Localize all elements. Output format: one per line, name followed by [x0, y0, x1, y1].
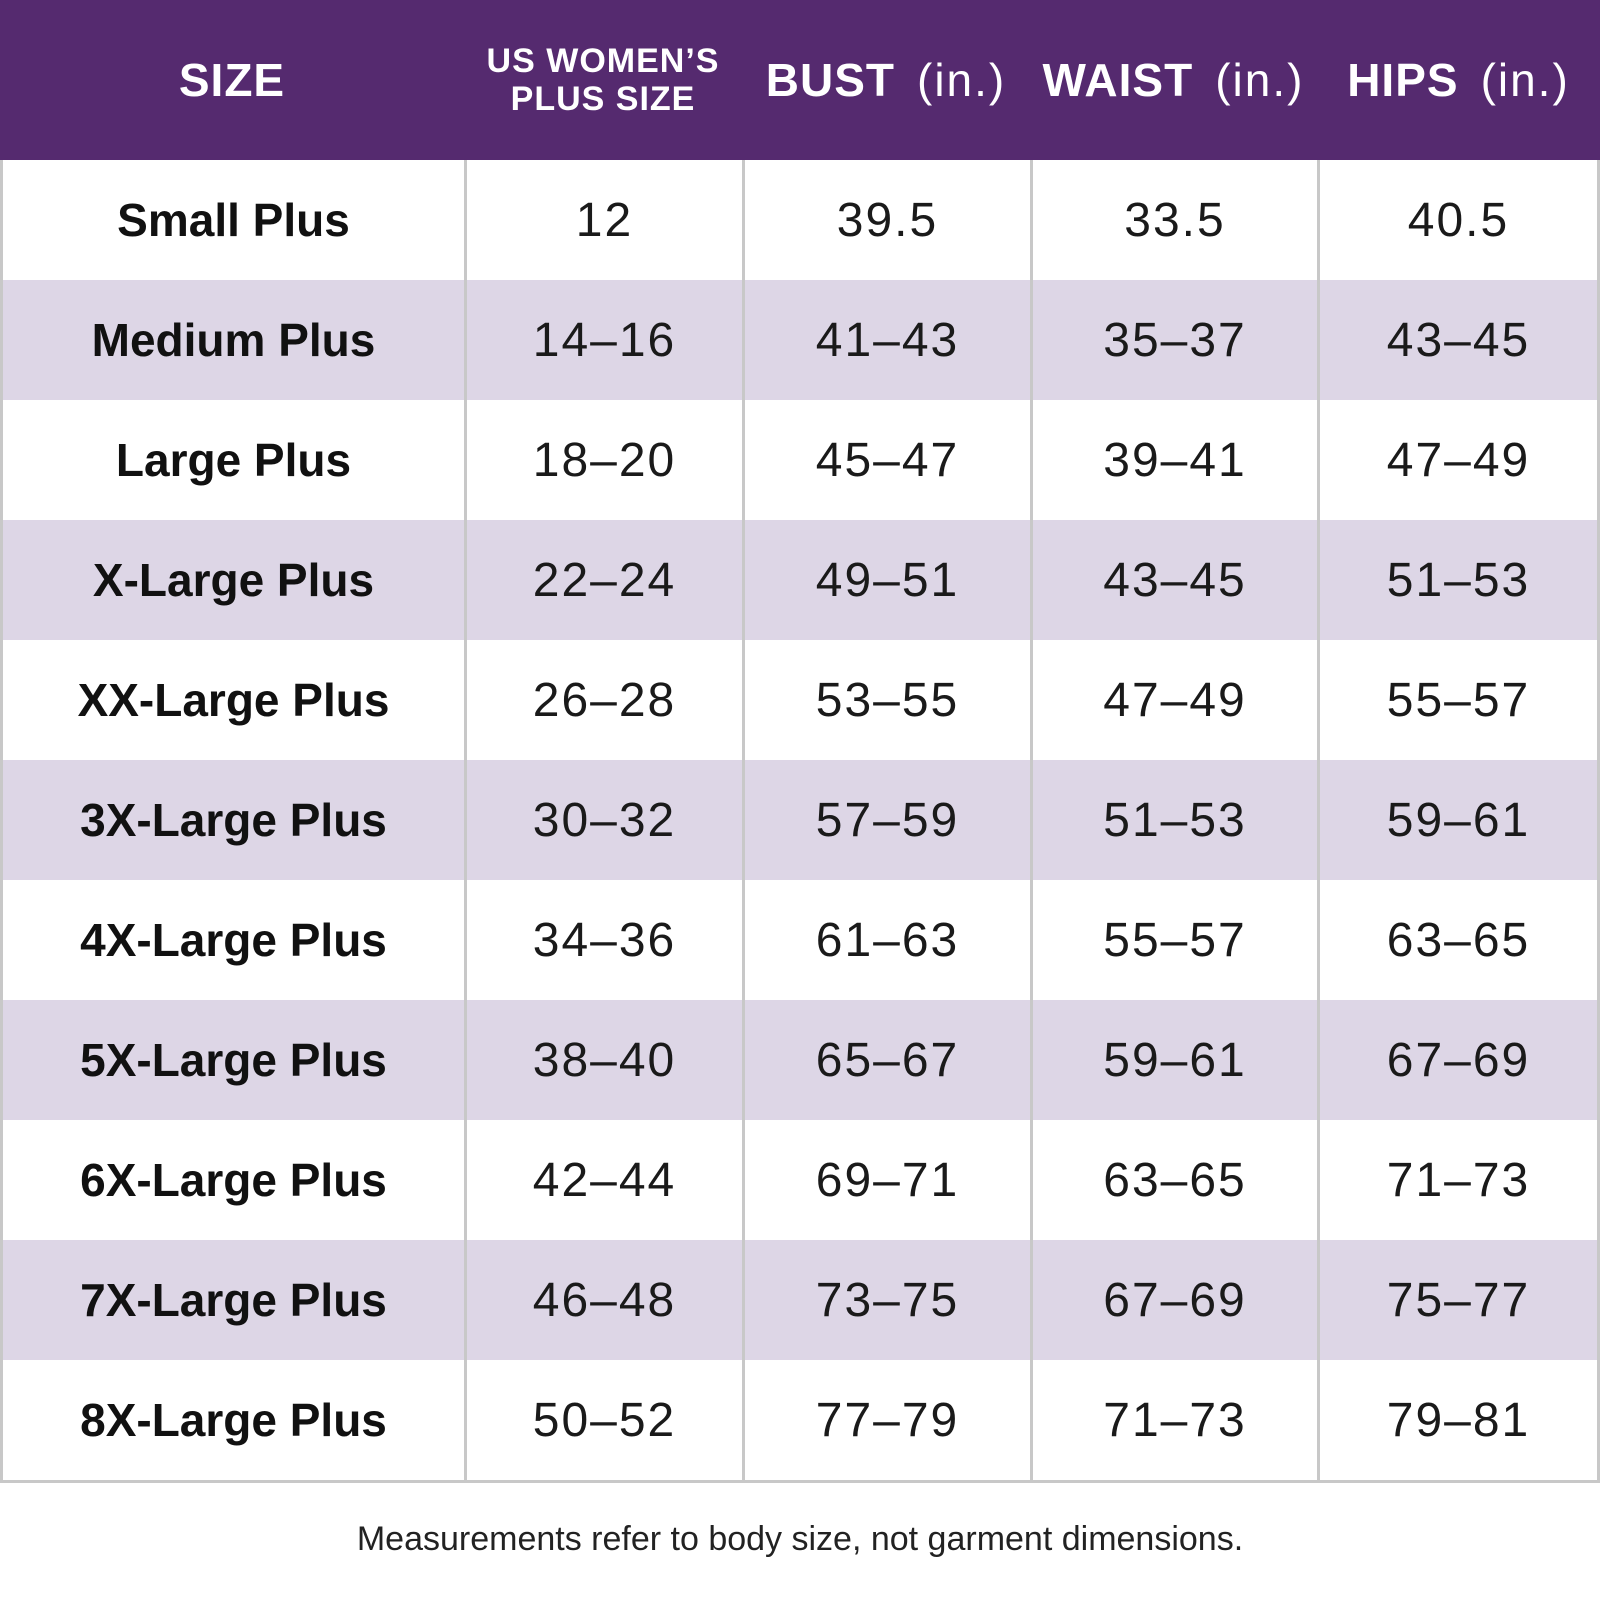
waist-cell: 33.5: [1030, 160, 1317, 280]
table-row: 8X-Large Plus 50–52 77–79 71–73 79–81: [3, 1360, 1597, 1480]
bust-cell: 53–55: [742, 640, 1030, 760]
footnote: Measurements refer to body size, not gar…: [356, 1520, 1244, 1558]
size-cell: 4X-Large Plus: [80, 914, 387, 966]
table-row: X-Large Plus 22–24 49–51 43–45 51–53: [3, 520, 1597, 640]
hips-cell: 75–77: [1317, 1240, 1597, 1360]
bust-cell: 69–71: [742, 1120, 1030, 1240]
us-size-cell: 34–36: [464, 880, 742, 1000]
size-cell: XX-Large Plus: [77, 674, 390, 726]
size-cell: Small Plus: [117, 194, 350, 246]
size-cell: Medium Plus: [91, 314, 376, 366]
hips-cell: 43–45: [1317, 280, 1597, 400]
bust-cell: 61–63: [742, 880, 1030, 1000]
waist-cell: 51–53: [1030, 760, 1317, 880]
us-size-cell: 22–24: [464, 520, 742, 640]
us-size-cell: 38–40: [464, 1000, 742, 1120]
table-row: Small Plus 12 39.5 33.5 40.5: [3, 160, 1597, 280]
waist-cell: 71–73: [1030, 1360, 1317, 1480]
bust-cell: 39.5: [742, 160, 1030, 280]
header-us-size-line1: US WOMEN’S: [486, 42, 720, 80]
bust-cell: 65–67: [742, 1000, 1030, 1120]
hips-cell: 47–49: [1317, 400, 1597, 520]
hips-cell: 67–69: [1317, 1000, 1597, 1120]
header-bust-label: BUST: [765, 54, 895, 106]
bust-cell: 49–51: [742, 520, 1030, 640]
hips-cell: 59–61: [1317, 760, 1597, 880]
waist-cell: 47–49: [1030, 640, 1317, 760]
size-cell: 7X-Large Plus: [80, 1274, 387, 1326]
waist-cell: 35–37: [1030, 280, 1317, 400]
header-bust-unit: (in.): [917, 54, 1007, 106]
waist-cell: 59–61: [1030, 1000, 1317, 1120]
size-cell: X-Large Plus: [92, 554, 375, 606]
us-size-cell: 12: [464, 160, 742, 280]
waist-cell: 39–41: [1030, 400, 1317, 520]
header-hips-label: HIPS: [1347, 54, 1459, 106]
table-header: SIZE US WOMEN’S PLUS SIZE BUST (in.) WAI…: [0, 0, 1600, 160]
header-size-label: SIZE: [178, 54, 286, 106]
table-row: 5X-Large Plus 38–40 65–67 59–61 67–69: [3, 1000, 1597, 1120]
bust-cell: 77–79: [742, 1360, 1030, 1480]
waist-cell: 43–45: [1030, 520, 1317, 640]
header-bust: BUST (in.): [742, 0, 1030, 160]
hips-cell: 51–53: [1317, 520, 1597, 640]
us-size-cell: 42–44: [464, 1120, 742, 1240]
table-row: 3X-Large Plus 30–32 57–59 51–53 59–61: [3, 760, 1597, 880]
waist-cell: 55–57: [1030, 880, 1317, 1000]
table-row: 4X-Large Plus 34–36 61–63 55–57 63–65: [3, 880, 1597, 1000]
header-waist: WAIST (in.): [1030, 0, 1317, 160]
header-waist-unit: (in.): [1215, 54, 1305, 106]
hips-cell: 55–57: [1317, 640, 1597, 760]
bust-cell: 45–47: [742, 400, 1030, 520]
us-size-cell: 50–52: [464, 1360, 742, 1480]
bust-cell: 73–75: [742, 1240, 1030, 1360]
hips-cell: 40.5: [1317, 160, 1597, 280]
hips-cell: 79–81: [1317, 1360, 1597, 1480]
table-row: Medium Plus 14–16 41–43 35–37 43–45: [3, 280, 1597, 400]
bust-cell: 57–59: [742, 760, 1030, 880]
size-cell: 8X-Large Plus: [80, 1394, 387, 1446]
waist-cell: 67–69: [1030, 1240, 1317, 1360]
table-row: XX-Large Plus 26–28 53–55 47–49 55–57: [3, 640, 1597, 760]
header-size: SIZE: [0, 0, 464, 160]
hips-cell: 71–73: [1317, 1120, 1597, 1240]
header-hips-unit: (in.): [1480, 54, 1570, 106]
us-size-cell: 26–28: [464, 640, 742, 760]
us-size-cell: 14–16: [464, 280, 742, 400]
header-waist-label: WAIST: [1042, 54, 1194, 106]
table-row: 7X-Large Plus 46–48 73–75 67–69 75–77: [3, 1240, 1597, 1360]
waist-cell: 63–65: [1030, 1120, 1317, 1240]
size-cell: 3X-Large Plus: [80, 794, 387, 846]
table-row: 6X-Large Plus 42–44 69–71 63–65 71–73: [3, 1120, 1597, 1240]
header-hips: HIPS (in.): [1317, 0, 1600, 160]
size-cell: Large Plus: [115, 434, 352, 486]
hips-cell: 63–65: [1317, 880, 1597, 1000]
bust-cell: 41–43: [742, 280, 1030, 400]
size-cell: 5X-Large Plus: [80, 1034, 387, 1086]
us-size-cell: 30–32: [464, 760, 742, 880]
us-size-cell: 46–48: [464, 1240, 742, 1360]
header-us-size: US WOMEN’S PLUS SIZE: [464, 0, 742, 160]
us-size-cell: 18–20: [464, 400, 742, 520]
size-chart-table: SIZE US WOMEN’S PLUS SIZE BUST (in.) WAI…: [0, 0, 1600, 1483]
header-us-size-line2: PLUS SIZE: [510, 80, 696, 118]
size-cell: 6X-Large Plus: [80, 1154, 387, 1206]
table-body: Small Plus 12 39.5 33.5 40.5 Medium Plus 14–16…: [0, 160, 1600, 1483]
table-row: Large Plus 18–20 45–47 39–41 47–49: [3, 400, 1597, 520]
